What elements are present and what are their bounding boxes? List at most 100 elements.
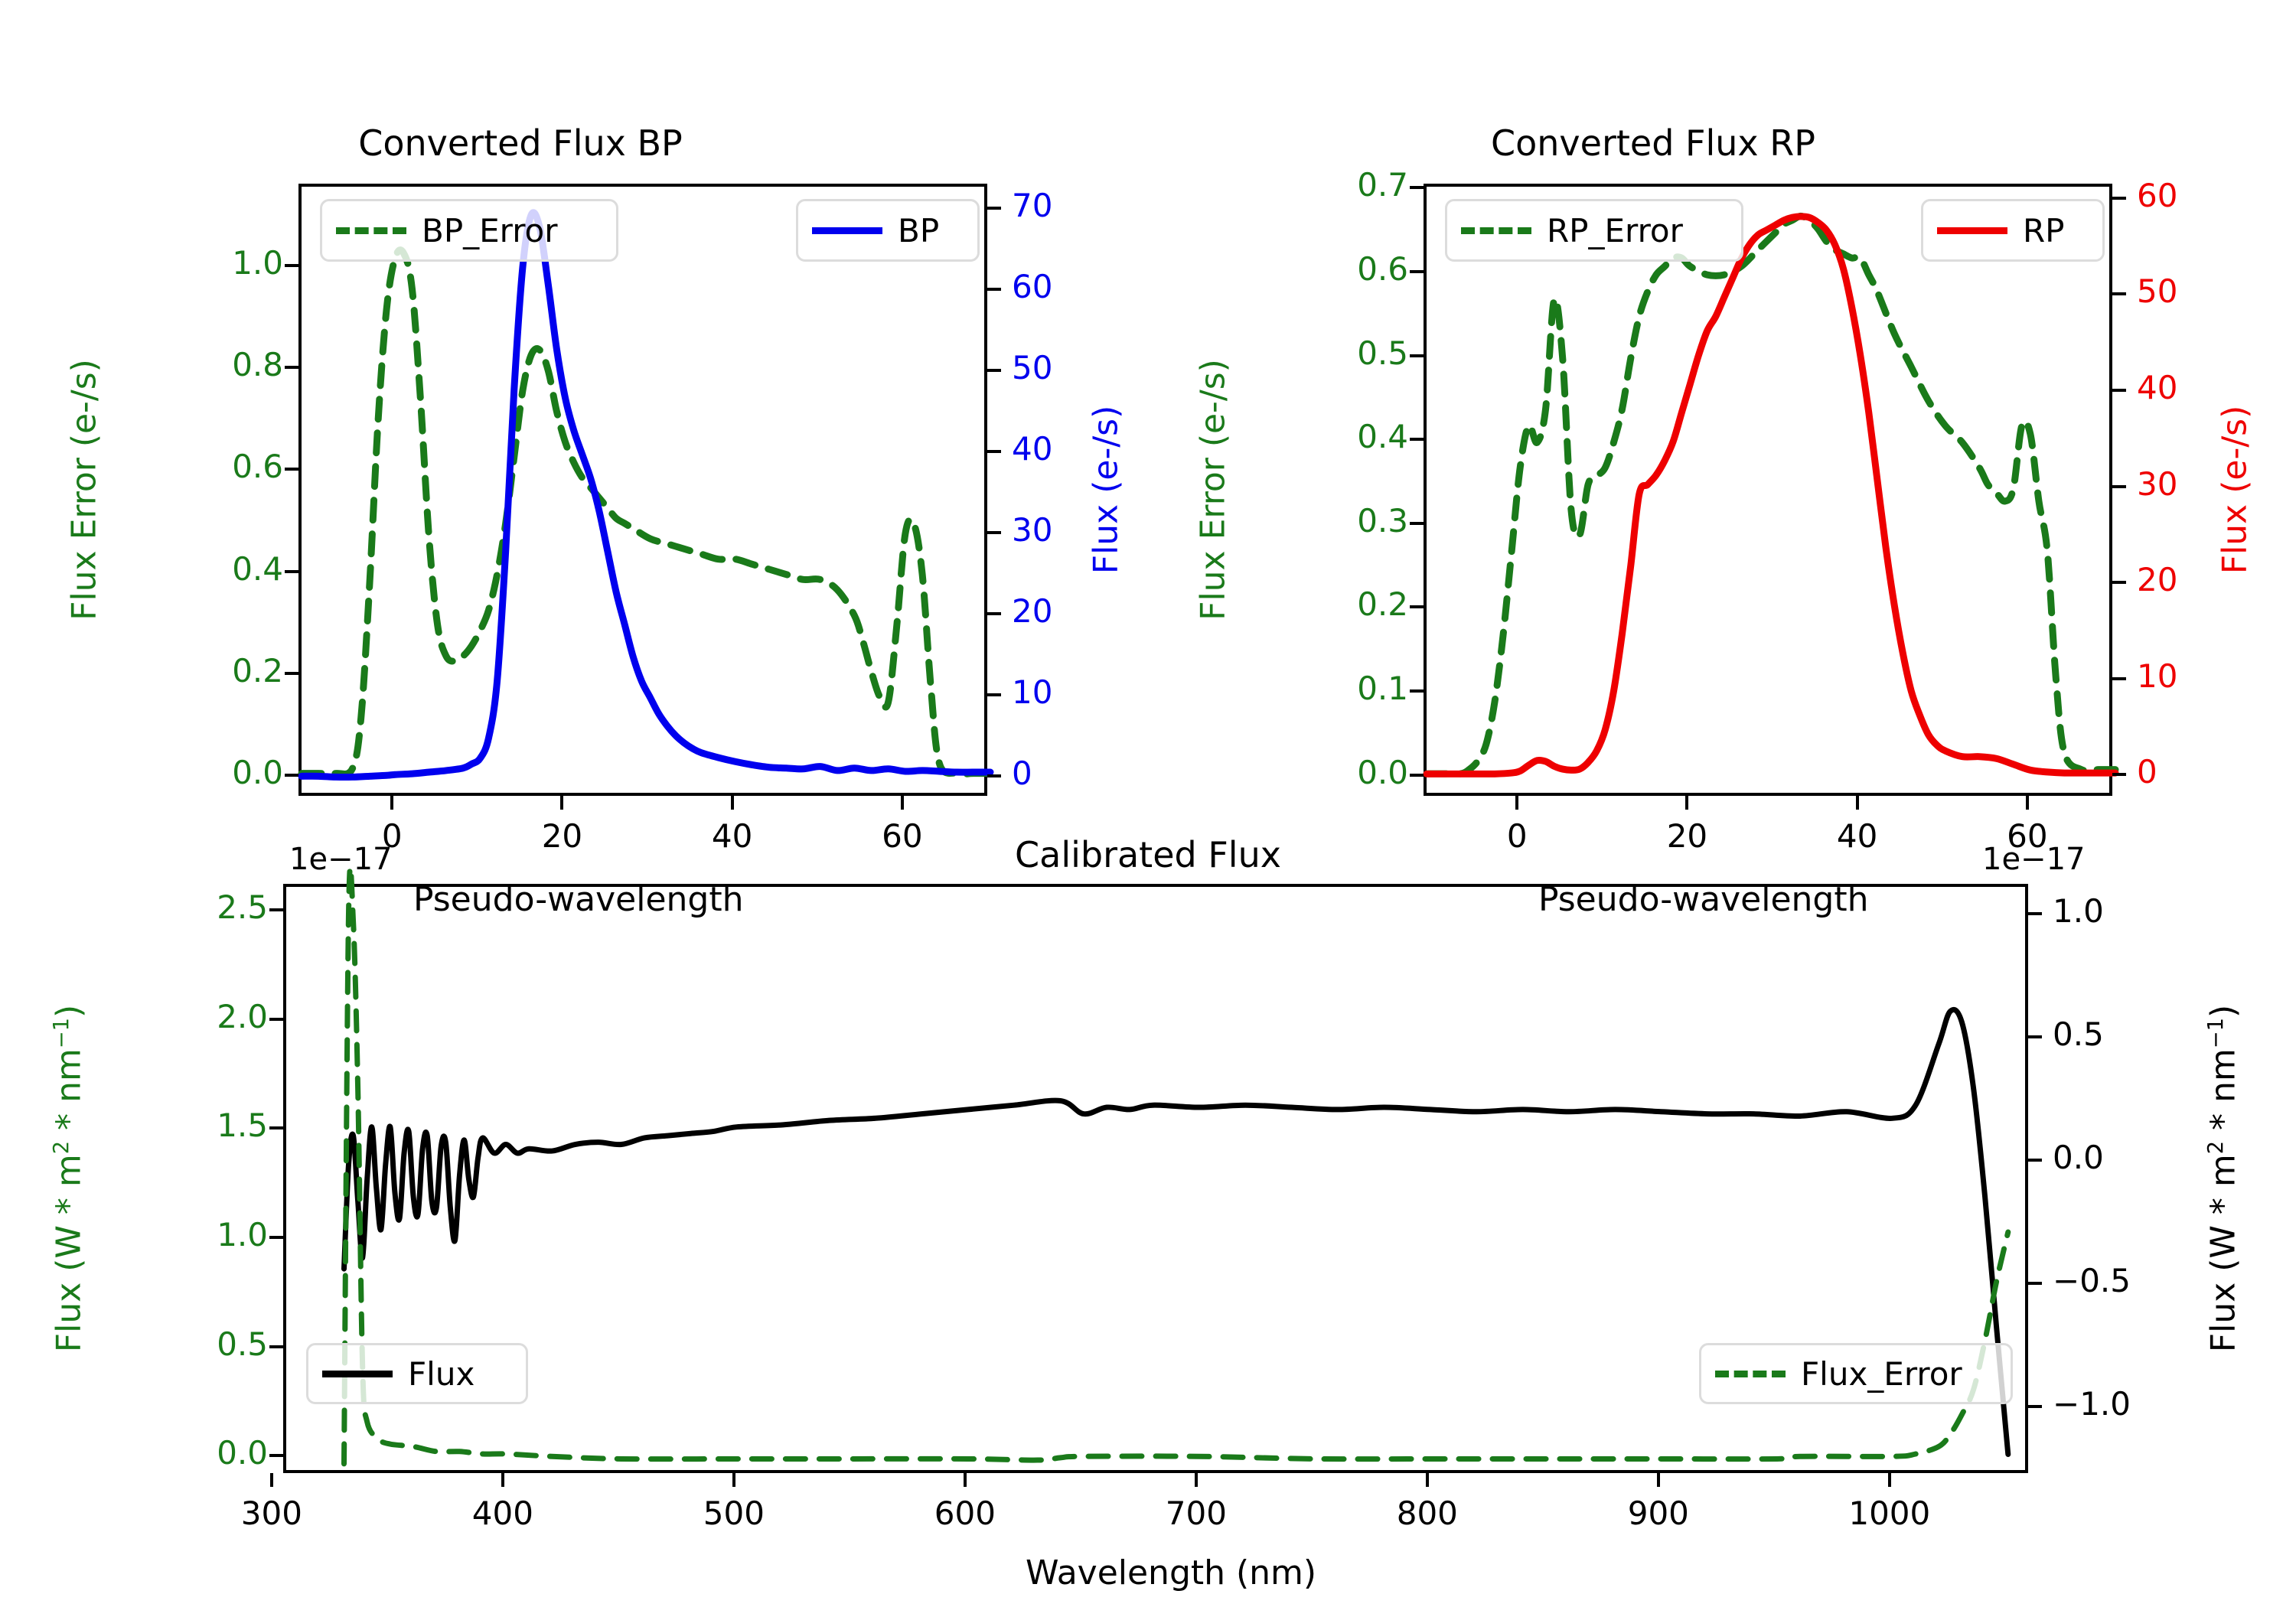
bp-right-ticks-mark [987,449,1001,453]
rp-left-ticks-mark [1410,438,1424,442]
cal-bottom-ticks-mark [501,1473,504,1487]
cal-offset-right: 1e−17 [1982,842,2086,877]
bp-right-ticks-mark [987,530,1001,534]
bp-right-ticks-label: 10 [1012,673,1053,711]
rp-bottom-ticks-mark [2025,796,2029,810]
cal-title: Calibrated Flux [1015,834,1281,875]
rp-left-ticks-label: 0.7 [1357,166,1408,204]
cal-bottom-ticks-mark [1656,1473,1660,1487]
bp-left-ticks-mark [285,468,298,471]
rp-left-ticks-mark [1410,605,1424,609]
bp-right-ticks-label: 0 [1012,754,1032,792]
cal-bottom-ticks-label: 800 [1396,1495,1458,1532]
bp-legend-error[interactable]: BP_Error [320,199,618,262]
rp-right-ticks-label: 30 [2137,464,2178,503]
cal-error-legend-label: Flux_Error [1801,1354,1962,1393]
rp-right-ticks-label: 20 [2137,561,2178,599]
rp-legend-flux[interactable]: RP [1921,199,2105,262]
bp-swatch [812,227,882,234]
bp-left-ticks-label: 0.8 [232,346,283,383]
bp-bottom-ticks-label: 40 [711,817,753,855]
cal-left-ticks-label: 0.5 [217,1325,268,1363]
bp-left-ticks-label: 0.0 [232,754,283,792]
rp-right-ticks-mark [2112,196,2126,200]
rp-bottom-ticks-mark [1855,796,1859,810]
rp-left-ticks-mark [1410,186,1424,190]
rp-error-swatch [1461,227,1531,234]
bp-right-ticks-mark [987,206,1001,210]
rp-left-ticks-mark [1410,354,1424,357]
rp-left-ticks-mark [1410,773,1424,777]
cal-left-ticks-mark [269,1126,283,1130]
cal-curves [341,864,2011,1467]
cal-legend-flux[interactable]: Flux [306,1343,528,1404]
series-rp [1423,213,2119,777]
rp-swatch [1937,227,2007,234]
cal-ylabel-right: Flux (W * m2 * nm−1) [2204,1005,2243,1352]
cal-right-ticks-label: 0.0 [2053,1138,2104,1176]
bp-right-ticks-label: 60 [1012,267,1053,305]
cal-flux-legend-label: Flux [408,1354,475,1393]
rp-left-ticks-label: 0.4 [1357,418,1408,456]
cal-bottom-ticks-mark [732,1473,735,1487]
cal-legend-error[interactable]: Flux_Error [1699,1343,2013,1404]
rp-left-ticks-label: 0.5 [1357,334,1408,372]
rp-left-ticks-mark [1410,521,1424,525]
rp-bottom-ticks-mark [1515,796,1519,810]
cal-bottom-ticks-mark [1194,1473,1198,1487]
bp-ylabel-right: Flux (e-/s) [1086,405,1126,575]
rp-legend-error[interactable]: RP_Error [1445,199,1743,262]
cal-bottom-ticks-label: 400 [471,1495,533,1532]
bp-right-ticks-label: 70 [1012,186,1053,224]
bp-legend-flux[interactable]: BP [796,199,980,262]
rp-right-ticks-mark [2112,773,2126,777]
cal-bottom-ticks-label: 900 [1627,1495,1689,1532]
rp-left-ticks-label: 0.2 [1357,585,1408,624]
cal-bottom-ticks-mark [963,1473,967,1487]
series-rp_error [1423,212,2119,778]
rp-left-ticks-label: 0.6 [1357,250,1408,288]
rp-left-ticks-label: 0.1 [1357,670,1408,707]
bp-left-ticks-label: 0.6 [232,448,283,486]
rp-bottom-ticks-label: 0 [1506,817,1528,855]
cal-left-ticks-mark [269,908,283,912]
rp-right-ticks-mark [2112,484,2126,488]
cal-ylabel-left-text: Flux (W * m2 * nm−1) [49,1004,89,1353]
cal-right-ticks-label: 1.0 [2053,892,2104,930]
cal-bottom-ticks-mark [269,1473,273,1487]
bp-left-ticks-mark [285,263,298,267]
bp-right-ticks-mark [987,287,1001,291]
bp-title: Converted Flux BP [358,122,683,164]
rp-right-ticks-mark [2112,292,2126,296]
bp-right-ticks-mark [987,774,1001,777]
rp-left-ticks-mark [1410,689,1424,693]
cal-left-ticks-mark [269,1236,283,1239]
cal-error-swatch [1715,1370,1786,1377]
cal-left-ticks-label: 2.5 [217,888,268,927]
rp-bottom-ticks-label: 20 [1666,817,1708,855]
rp-right-ticks-mark [2112,581,2126,585]
bp-left-ticks-mark [285,366,298,369]
rp-left-ticks-mark [1410,270,1424,274]
series-bp [298,209,994,781]
bp-right-ticks-mark [987,693,1001,696]
rp-plot-area [1423,184,2119,796]
cal-bottom-ticks-label: 700 [1165,1495,1227,1532]
rp-bottom-ticks-mark [1685,796,1689,810]
panel-calibrated-flux: Calibrated Flux 1e−17 1e−17 0.0 0.5 1.0 1.5… [0,826,2296,1607]
cal-ylabel-left: Flux (W * m2 * nm−1) [50,1005,89,1352]
cal-right-ticks-label: −0.5 [2053,1261,2131,1299]
panel-converted-flux-rp: Converted Flux RP 0.0 0.1 0.2 0.3 0.4 0.5 0.6 0… [1148,107,2296,919]
bp-bottom-ticks-mark [730,796,734,810]
series-flux_error [341,864,2011,1467]
cal-right-ticks-label: −1.0 [2053,1385,2131,1423]
cal-plot-area [283,864,2028,1473]
panel-converted-flux-bp: Converted Flux BP 0.0 0.2 0.4 0.6 0.8 1.0 0 10… [0,107,1148,919]
bp-ylabel-left: Flux Error (e-/s) [64,359,104,621]
cal-bottom-ticks-mark [1887,1473,1891,1487]
cal-left-ticks-mark [269,1345,283,1348]
cal-right-ticks-mark [2028,1035,2042,1038]
bp-bottom-ticks-mark [390,796,394,810]
bp-right-ticks-mark [987,368,1001,372]
